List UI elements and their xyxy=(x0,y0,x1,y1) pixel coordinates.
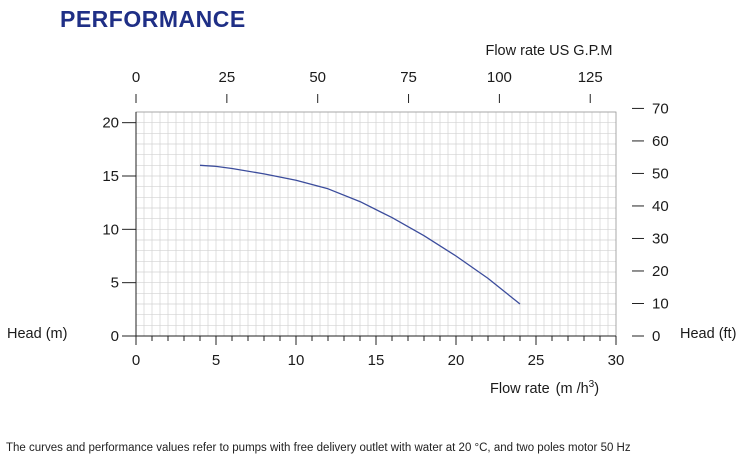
x-top-tick-label: 75 xyxy=(400,69,417,86)
x-bottom-tick-label: 10 xyxy=(288,352,305,369)
x-top-tick-label: 25 xyxy=(219,69,236,86)
y-left-tick-label: 0 xyxy=(111,328,119,345)
y-left-tick-label: 10 xyxy=(102,221,119,238)
y-left-tick-label: 15 xyxy=(102,168,119,185)
performance-chart: 0 5 10 15 20 25 30 0 5 10 15 20 0 10 20 30 40 50 60 70 0 25 50… xyxy=(7,43,736,397)
page-title: PERFORMANCE xyxy=(60,6,246,32)
y-right-tick-label: 30 xyxy=(652,230,669,247)
y-right-tick-label: 0 xyxy=(652,328,660,345)
y-right-tick-label: 40 xyxy=(652,198,669,215)
x-bottom-tick-label: 30 xyxy=(608,352,625,369)
x-bottom-tick-label: 15 xyxy=(368,352,385,369)
performance-curve xyxy=(199,164,521,305)
x-bottom-axis-label-main: Flow rate xyxy=(490,381,550,397)
x-bottom-tick-label: 25 xyxy=(528,352,545,369)
chart-axes: 0 5 10 15 20 25 30 0 5 10 15 20 0 10 20 30 40 50 60 70 0 25 50… xyxy=(102,69,668,369)
x-bottom-tick-label: 20 xyxy=(448,352,465,369)
series-layer xyxy=(199,164,521,305)
x-bottom-tick-label: 0 xyxy=(132,352,140,369)
x-bottom-axis-label-sup: 3 xyxy=(589,379,595,390)
x-top-tick-label: 100 xyxy=(487,69,512,86)
y-right-tick-label: 50 xyxy=(652,165,669,182)
y-left-tick-label: 20 xyxy=(102,115,119,132)
y-left-tick-label: 5 xyxy=(111,275,119,292)
x-top-tick-label: 125 xyxy=(578,69,603,86)
y-right-tick-label: 70 xyxy=(652,100,669,117)
x-bottom-axis-label-unit: (m /h xyxy=(556,381,589,397)
y-right-tick-label: 60 xyxy=(652,133,669,150)
y-right-axis-label: Head (ft) xyxy=(680,326,736,342)
x-top-tick-label: 0 xyxy=(132,69,140,86)
x-top-axis-label: Flow rate US G.P.M xyxy=(485,43,612,59)
x-bottom-axis-label-close: ) xyxy=(594,381,599,397)
y-left-axis-label: Head (m) xyxy=(7,326,67,342)
footnote: The curves and performance values refer … xyxy=(6,442,631,454)
x-bottom-tick-label: 5 xyxy=(212,352,220,369)
y-right-tick-label: 10 xyxy=(652,295,669,312)
x-bottom-axis-label: Flow rate (m /h3) xyxy=(490,379,599,397)
x-top-tick-label: 50 xyxy=(309,69,326,86)
chart-grid xyxy=(135,111,617,337)
y-right-tick-label: 20 xyxy=(652,263,669,280)
